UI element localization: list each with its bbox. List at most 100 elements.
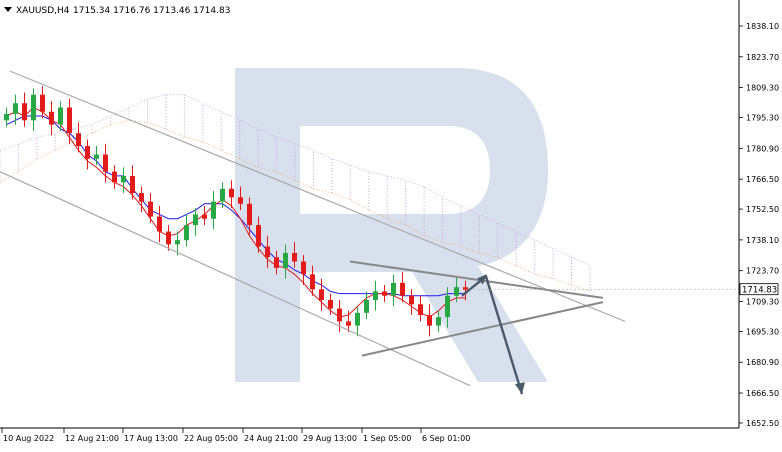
candle-body [337,308,342,322]
candle-body [211,201,216,219]
x-tick-label: 1 Sep 05:00 [363,434,411,443]
candle-body [103,154,108,172]
candle-body [157,216,162,232]
channel-upper-line [9,70,626,322]
y-tick-label: 1752.50 [746,205,779,214]
candle-body [319,289,324,300]
candle-body [283,252,288,268]
candle-body [229,188,234,198]
chart-header: XAUUSD,H4 1715.34 1716.76 1713.46 1714.8… [4,6,230,16]
candle-body [31,94,36,121]
senkou-span-b [0,94,591,267]
candle-body [274,257,279,268]
candle-body [175,240,180,245]
price-axis[interactable]: 1838.10 1823.70 1809.30 1795.30 1780.90 1766.… [739,22,779,428]
price-tag-value: 1714.83 [742,286,777,296]
candle-body [382,291,387,296]
triangle-upper-line [349,260,604,299]
ichimoku-cloud [0,94,591,292]
y-tick-label: 1652.50 [746,419,779,428]
candle-body [346,321,351,326]
y-tick-label: 1666.50 [746,389,779,398]
candle-body [355,312,360,326]
candle-body [4,113,9,121]
candle-body [112,171,117,183]
y-tick-label: 1738.10 [746,236,779,245]
candle-body [247,203,252,226]
tenkan-sen-line [6,106,466,318]
candle-body [76,133,81,146]
candle-body [427,314,432,326]
forecast-arrow-down-head [515,382,525,395]
candle-body [409,295,414,305]
candle-body [310,274,315,290]
candle-body [292,252,297,262]
candle-body [454,287,459,296]
price-tag-background [739,283,779,296]
candle-body [166,231,171,245]
forecast-arrow-up-head [477,274,486,285]
x-tick-label: 29 Aug 13:00 [303,434,357,443]
kijun-sen-line [6,115,466,297]
candle-body [400,282,405,296]
candle-body [184,225,189,241]
candle-body [85,145,90,159]
y-tick-label: 1823.70 [746,53,779,62]
candle-body [445,295,450,318]
candle-body [94,154,99,159]
candle-body [40,94,45,112]
candle-body [49,111,54,125]
x-tick-label: 6 Sep 01:00 [422,434,470,443]
candle-body [67,107,72,134]
candle-body [193,214,198,226]
triangle-lower-line [361,301,604,357]
candle-body [256,225,261,247]
forecast-arrow-path [461,274,524,395]
time-axis[interactable]: 10 Aug 2022 12 Aug 21:00 17 Aug 13:00 22 Au… [1,428,470,443]
y-tick-label: 1766.50 [746,175,779,184]
y-tick-label: 1695.30 [746,327,779,336]
candle-body [391,282,396,296]
candle-body [130,175,135,194]
rbc-watermark-logo [235,68,548,382]
candle-body [139,193,144,202]
candle-body [301,261,306,275]
ohlc-values: 1715.34 1716.76 1713.46 1714.83 [73,6,230,16]
y-tick-label: 1723.70 [746,267,779,276]
y-tick-label: 1838.10 [746,22,779,31]
y-tick-label: 1780.90 [746,144,779,153]
y-tick-label: 1809.30 [746,84,779,93]
candle-body [436,317,441,326]
x-tick-label: 10 Aug 2022 [3,434,54,443]
x-tick-label: 24 Aug 21:00 [244,434,298,443]
candle-body [265,246,270,258]
y-tick-label: 1795.30 [746,114,779,123]
y-tick-label: 1709.30 [746,297,779,306]
current-price-tag: 1714.83 [739,283,779,296]
candlesticks [4,86,468,337]
candle-body [22,103,27,121]
y-tick-label: 1680.90 [746,358,779,367]
symbol-label: XAUUSD,H4 [16,6,70,16]
x-tick-label: 17 Aug 13:00 [124,434,178,443]
candle-body [328,299,333,309]
x-tick-label: 12 Aug 21:00 [65,434,119,443]
x-tick-label: 22 Aug 05:00 [184,434,238,443]
candle-body [373,291,378,300]
indicator-lines [6,106,466,318]
candle-body [364,299,369,313]
candle-body [202,214,207,219]
candle-body [463,287,468,290]
candle-body [13,103,18,114]
analysis-drawings [0,70,739,395]
candle-body [418,304,423,315]
candle-body [121,175,126,183]
candle-body [148,201,153,217]
candle-body [58,107,63,125]
candle-body [220,188,225,202]
senkou-span-a [0,119,591,292]
candle-body [238,197,243,204]
triangle-down-icon[interactable] [4,7,12,12]
